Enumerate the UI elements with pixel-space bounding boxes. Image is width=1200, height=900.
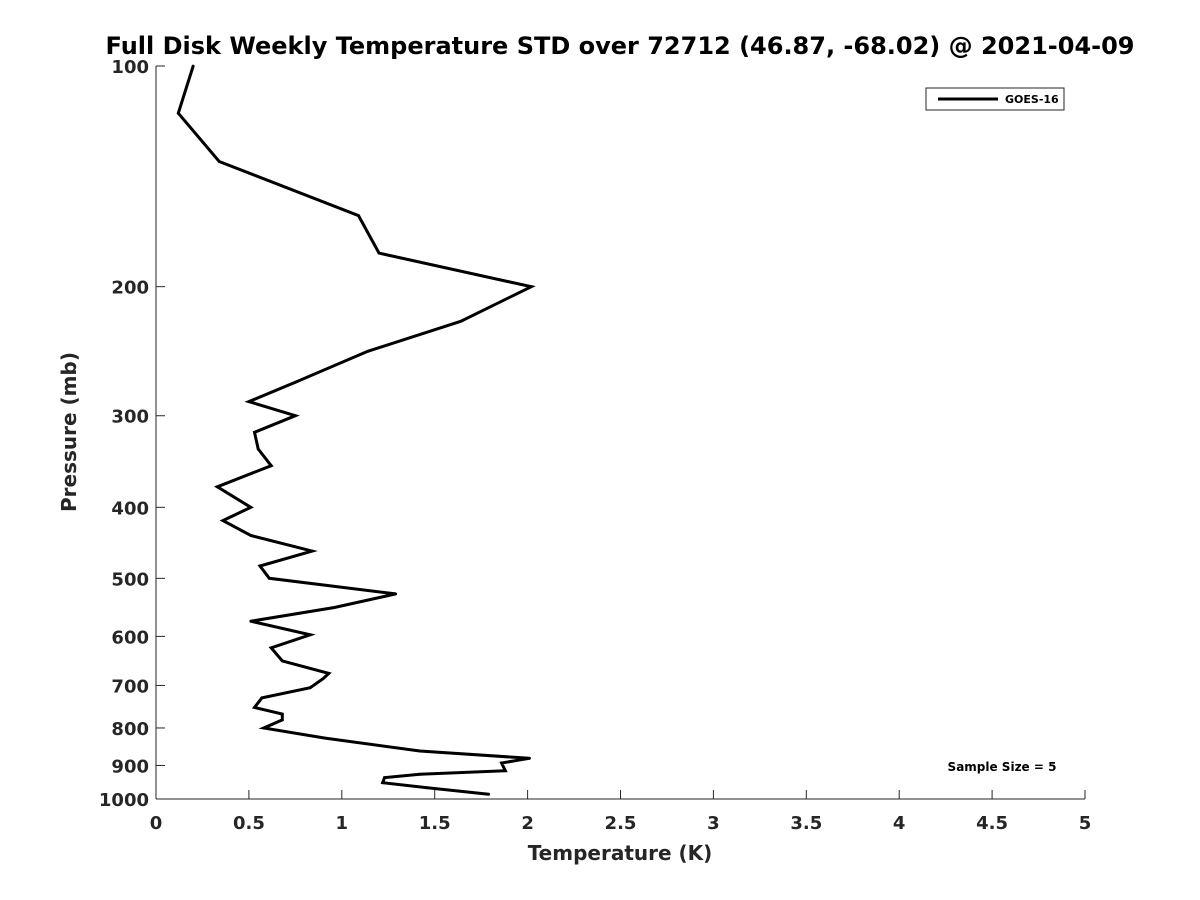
goes-16-data-point [191, 64, 195, 68]
goes-16-data-point [333, 606, 336, 609]
chart-title: Full Disk Weekly Temperature STD over 72… [106, 32, 1135, 60]
goes-16-data-point [381, 781, 385, 785]
y-axis-ticks: 100 200 300 400 500 600 700 800 900 1000 [99, 57, 165, 811]
x-tick-label: 5 [1079, 813, 1092, 834]
goes-16-data-point [280, 718, 284, 722]
goes-16-data-point [418, 749, 422, 753]
goes-16-data-point [253, 430, 256, 434]
goes-16-data-point [459, 319, 463, 323]
goes-16-data-point [308, 633, 312, 637]
goes-16-data-point [215, 485, 219, 489]
goes-16-data-point [308, 686, 312, 690]
x-tick-label: 1 [336, 813, 349, 834]
goes-16-data-point [294, 380, 297, 384]
goes-16-data-point [425, 786, 429, 790]
x-tick-label: 0 [150, 813, 163, 834]
y-tick-label: 300 [111, 407, 149, 428]
x-tick-label: 2 [521, 813, 534, 834]
y-axis-label: Pressure (mb) [57, 352, 81, 512]
y-tick-label: 600 [111, 627, 149, 648]
x-tick-label: 1.5 [419, 813, 451, 834]
goes-16-data-point [503, 769, 507, 773]
goes-16-data-point [280, 712, 284, 716]
goes-16-data-point [294, 414, 297, 418]
goes-16-data-point [258, 564, 262, 568]
goes-16-data-point [269, 646, 273, 650]
goes-16-data-point [217, 160, 221, 163]
plot-area: 0 0.5 1 1.5 2 2.5 3 3.5 4 4.5 5 100 200 300 400 500 600… [99, 57, 1091, 834]
goes-16-data-point [247, 400, 251, 403]
x-tick-label: 4.5 [976, 813, 1008, 834]
x-axis-label: Temperature (K) [528, 841, 713, 865]
x-tick-label: 2.5 [605, 813, 637, 834]
goes-16-data-point [256, 447, 260, 451]
goes-16-data-point [394, 592, 398, 596]
x-tick-label: 3.5 [790, 813, 822, 834]
goes-16-data-point [249, 619, 253, 623]
y-tick-label: 800 [111, 719, 149, 740]
goes-16-series-line [176, 65, 536, 796]
goes-16-data-point [253, 706, 256, 709]
goes-16-data-point [529, 285, 533, 289]
goes-16-data-point [383, 776, 386, 779]
goes-16-data-point [500, 761, 503, 765]
goes-16-data-point [323, 736, 327, 740]
goes-16-data-point [528, 756, 531, 760]
goes-16-data-point [377, 251, 381, 255]
goes-16-data-point [418, 772, 422, 776]
goes-16-data-point [357, 214, 360, 218]
goes-16-data-point [176, 111, 180, 115]
y-tick-label: 700 [111, 676, 149, 697]
goes-16-data-point [366, 349, 370, 353]
goes-16-data-point [249, 534, 253, 537]
sample-size-annotation: Sample Size = 5 [948, 760, 1057, 774]
goes-16-data-point [487, 792, 490, 796]
y-tick-label: 100 [111, 57, 149, 78]
y-tick-label: 500 [111, 569, 149, 590]
goes-16-data-point [249, 505, 253, 509]
x-tick-label: 4 [893, 813, 906, 834]
y-tick-label: 1000 [99, 790, 149, 811]
legend: GOES-16 [925, 87, 1065, 111]
goes-16-data-point [327, 672, 331, 675]
y-tick-label: 200 [111, 278, 149, 299]
y-tick-label: 400 [111, 498, 149, 519]
y-tick-label: 900 [111, 756, 149, 777]
goes-16-data-point [280, 659, 284, 663]
goes-16-data-point [269, 464, 273, 468]
goes-16-data-point [267, 576, 271, 580]
goes-16-data-point [221, 519, 225, 522]
x-tick-label: 0.5 [233, 813, 265, 834]
goes-16-data-point [262, 726, 266, 730]
goes-16-data-point [260, 696, 264, 700]
x-axis-ticks: 0 0.5 1 1.5 2 2.5 3 3.5 4 4.5 5 [150, 790, 1092, 834]
x-tick-label: 3 [707, 813, 720, 834]
goes-16-data-point [321, 677, 325, 680]
legend-label-goes-16: GOES-16 [1005, 93, 1059, 106]
goes-16-data-point [310, 549, 314, 553]
